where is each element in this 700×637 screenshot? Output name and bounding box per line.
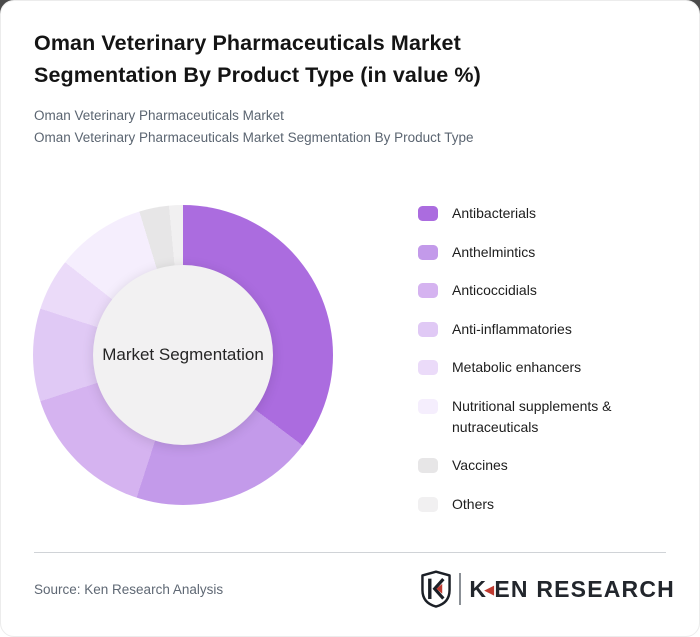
legend-item: Anti-inflammatories (418, 319, 673, 340)
legend-swatch (418, 398, 438, 414)
donut-hole: Market Segmentation (93, 265, 273, 445)
legend-item: Anticoccidials (418, 280, 673, 301)
logo-text: K ◀ EN RESEARCH (469, 576, 675, 603)
legend-item: Antibacterials (418, 203, 673, 224)
footer-divider (34, 552, 666, 553)
legend-label: Others (452, 495, 495, 512)
legend-label: Nutritional supplements & nutraceuticals (452, 397, 612, 435)
legend-item: Vaccines (418, 455, 673, 476)
legend-item: Others (418, 494, 673, 515)
legend-label: Anti-inflammatories (452, 320, 572, 337)
legend-swatch (418, 360, 438, 375)
legend-item: Nutritional supplements & nutraceuticals (418, 396, 673, 438)
legend-swatch (418, 244, 438, 260)
legend-swatch (418, 206, 438, 221)
logo-divider (459, 573, 462, 605)
logo-text-k: K (469, 575, 488, 602)
donut-chart: Market Segmentation (33, 205, 333, 505)
legend-label: Antibacterials (452, 205, 537, 221)
header: Oman Veterinary Pharmaceuticals Market S… (34, 27, 666, 148)
legend: Antibacterials Anthelmintics Anticoccidial… (418, 203, 673, 532)
red-arrow-icon: ◀ (484, 581, 496, 597)
logo-text-rest: EN RESEARCH (494, 575, 675, 602)
subtitle-line-2: Oman Veterinary Pharmaceuticals Market S… (34, 129, 474, 145)
subtitle-block: Oman Veterinary Pharmaceuticals Market O… (34, 105, 666, 148)
ken-research-logo: K ◀ EN RESEARCH (420, 570, 675, 608)
legend-swatch (418, 321, 438, 337)
legend-item: Anthelmintics (418, 242, 673, 263)
legend-swatch (418, 283, 438, 298)
legend-label: Anthelmintics (452, 243, 536, 260)
logo-shield-icon (421, 570, 452, 608)
footer: Source: Ken Research Analysis K ◀ EN RES… (34, 565, 675, 613)
page-title: Oman Veterinary Pharmaceuticals Market S… (34, 31, 481, 87)
legend-swatch (418, 496, 438, 512)
legend-label: Metabolic enhancers (452, 359, 582, 375)
donut-center-label: Market Segmentation (102, 345, 264, 364)
legend-label: Anticoccidials (452, 282, 537, 298)
source-text: Source: Ken Research Analysis (34, 581, 224, 597)
legend-label: Vaccines (452, 457, 508, 473)
subtitle-line-1: Oman Veterinary Pharmaceuticals Market (34, 108, 284, 123)
legend-swatch (418, 458, 438, 473)
legend-item: Metabolic enhancers (418, 357, 673, 378)
